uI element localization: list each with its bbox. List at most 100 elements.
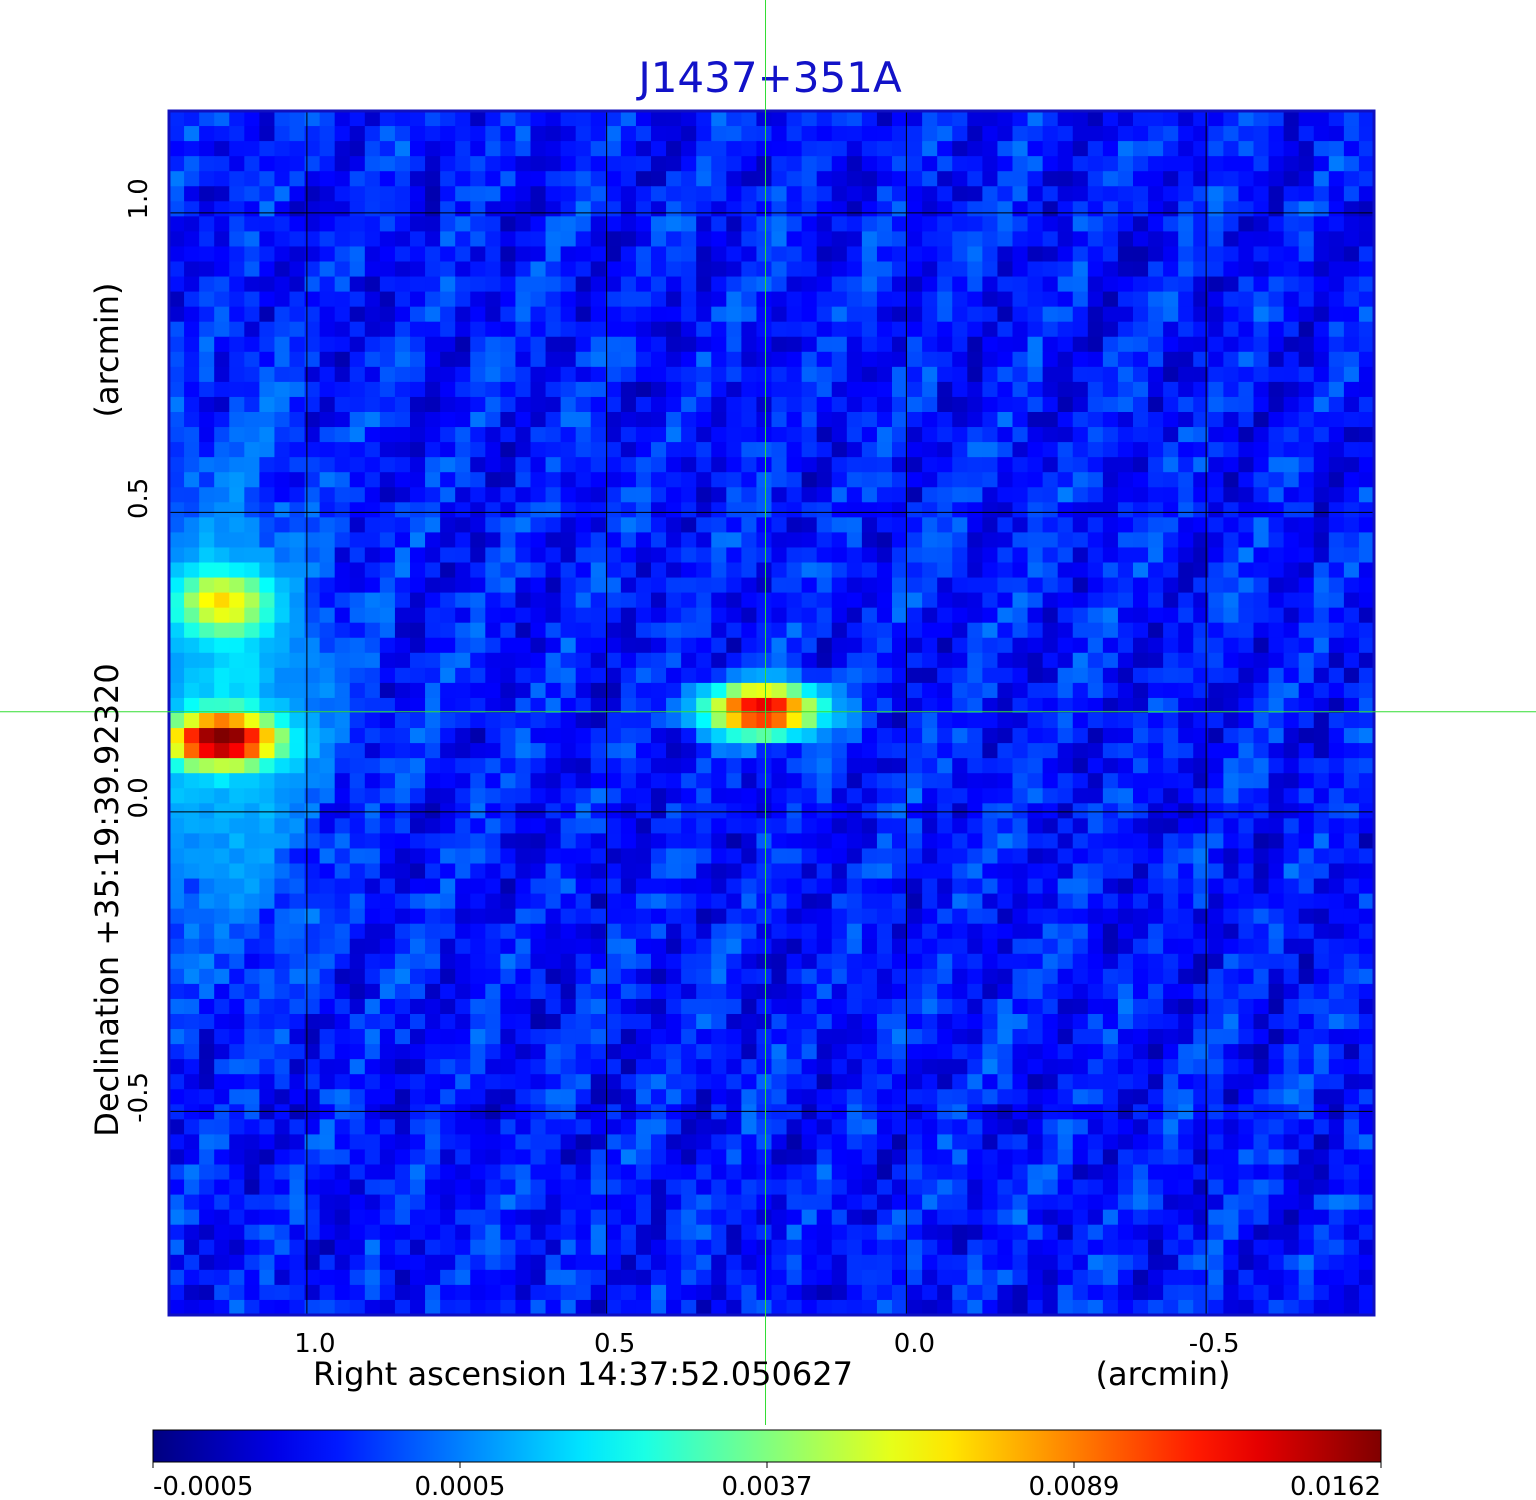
heatmap-cell <box>1343 728 1360 744</box>
heatmap-cell <box>1193 366 1209 383</box>
heatmap-cell <box>831 261 848 278</box>
heatmap-cell <box>1313 472 1330 488</box>
heatmap-cell <box>289 517 306 533</box>
heatmap-cell <box>259 517 276 533</box>
heatmap-cell <box>470 457 486 473</box>
heatmap-cell <box>1163 893 1179 910</box>
heatmap-cell <box>666 908 682 925</box>
heatmap-cell <box>379 216 396 232</box>
heatmap-cell <box>696 743 712 759</box>
heatmap-cell <box>1253 938 1270 955</box>
heatmap-cell <box>560 111 577 127</box>
heatmap-cell <box>1102 938 1119 955</box>
heatmap-cell <box>319 758 336 774</box>
heatmap-cell <box>1253 682 1270 699</box>
heatmap-cell <box>349 728 366 744</box>
heatmap-cell <box>500 592 517 609</box>
heatmap-cell <box>229 788 245 804</box>
heatmap-cell <box>1238 968 1255 985</box>
heatmap-cell <box>259 261 276 278</box>
heatmap-cell <box>1358 1029 1375 1045</box>
heatmap-cell <box>876 667 893 684</box>
heatmap-cell <box>304 351 321 368</box>
heatmap-cell <box>1027 246 1044 263</box>
heatmap-cell <box>1087 713 1104 729</box>
heatmap-cell <box>515 1014 532 1030</box>
heatmap-cell <box>410 713 426 729</box>
heatmap-cell <box>711 697 727 714</box>
heatmap-cell <box>771 472 788 488</box>
heatmap-cell <box>741 667 758 684</box>
heatmap-cell <box>756 126 773 142</box>
heatmap-cell <box>1027 472 1044 488</box>
heatmap-cell <box>651 743 667 759</box>
heatmap-cell <box>1102 126 1119 142</box>
heatmap-cell <box>1238 728 1255 744</box>
heatmap-cell <box>545 577 562 594</box>
heatmap-cell <box>605 457 622 473</box>
heatmap-cell <box>1223 336 1240 353</box>
heatmap-cell <box>1163 366 1179 383</box>
heatmap-cell <box>274 216 291 232</box>
heatmap-cell <box>470 321 486 338</box>
heatmap-cell <box>1283 156 1300 172</box>
heatmap-cell <box>620 788 637 804</box>
heatmap-cell <box>199 141 215 157</box>
heatmap-cell <box>786 697 803 714</box>
heatmap-cell <box>1358 396 1375 413</box>
heatmap-cell <box>470 171 486 187</box>
heatmap-cell <box>1223 758 1240 774</box>
heatmap-cell <box>726 893 742 910</box>
heatmap-cell <box>184 788 200 804</box>
heatmap-cell <box>1117 351 1134 368</box>
heatmap-cell <box>726 381 742 398</box>
heatmap-cell <box>244 216 260 232</box>
heatmap-cell <box>816 998 833 1015</box>
heatmap-cell <box>590 577 607 594</box>
heatmap-cell <box>786 141 803 157</box>
heatmap-cell <box>394 607 411 624</box>
heatmap-cell <box>666 713 682 729</box>
heatmap-cell <box>169 457 185 473</box>
heatmap-cell <box>244 201 260 217</box>
heatmap-cell <box>1328 472 1345 488</box>
heatmap-cell <box>816 953 833 970</box>
heatmap-cell <box>786 983 803 1000</box>
heatmap-cell <box>605 607 622 624</box>
heatmap-cell <box>816 216 833 232</box>
heatmap-cell <box>1012 848 1029 865</box>
heatmap-cell <box>907 998 923 1015</box>
heatmap-cell <box>605 126 622 142</box>
heatmap-cell <box>997 893 1014 910</box>
heatmap-cell <box>1328 306 1345 323</box>
heatmap-cell <box>1343 908 1360 925</box>
heatmap-cell <box>937 1029 953 1045</box>
heatmap-cell <box>1148 366 1164 383</box>
heatmap-cell <box>816 291 833 308</box>
heatmap-cell <box>1328 517 1345 533</box>
heatmap-cell <box>1027 126 1044 142</box>
heatmap-cell <box>244 336 260 353</box>
heatmap-cell <box>1298 366 1315 383</box>
heatmap-cell <box>394 412 411 428</box>
heatmap-cell <box>1042 697 1059 714</box>
heatmap-cell <box>289 201 306 217</box>
heatmap-cell <box>1102 878 1119 895</box>
heatmap-cell <box>1057 276 1074 293</box>
heatmap-cell <box>1223 667 1240 684</box>
heatmap-cell <box>681 472 697 488</box>
heatmap-cell <box>575 652 592 669</box>
heatmap-cell <box>1268 908 1285 925</box>
heatmap-cell <box>1102 412 1119 428</box>
heatmap-cell <box>304 216 321 232</box>
heatmap-cell <box>1238 818 1255 834</box>
heatmap-cell <box>1012 682 1029 699</box>
heatmap-cell <box>620 246 637 263</box>
heatmap-cell <box>997 923 1014 940</box>
heatmap-cell <box>1087 141 1104 157</box>
heatmap-cell <box>1163 216 1179 232</box>
heatmap-cell <box>274 938 291 955</box>
heatmap-cell <box>304 562 321 579</box>
heatmap-cell <box>274 321 291 338</box>
heatmap-cell <box>605 156 622 172</box>
